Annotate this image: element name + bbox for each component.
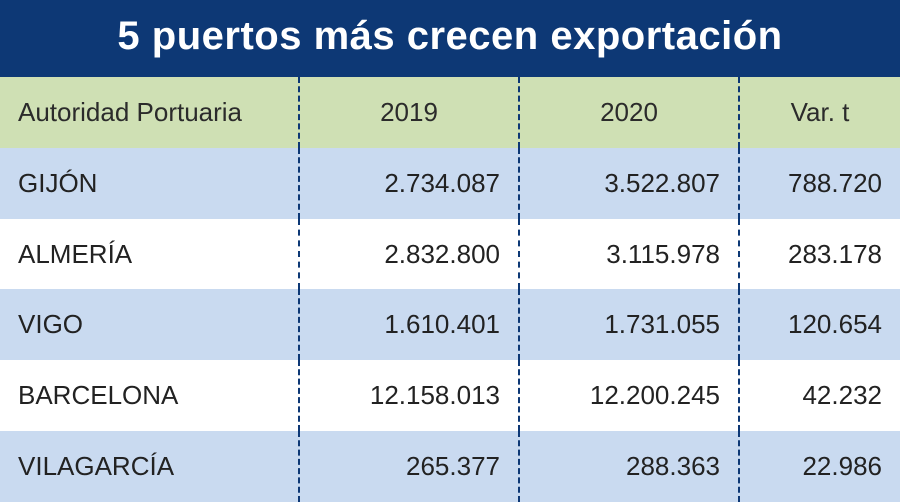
cell-2020: 288.363: [520, 431, 740, 502]
col-header-port: Autoridad Portuaria: [0, 77, 300, 148]
table-row: VIGO 1.610.401 1.731.055 120.654: [0, 289, 900, 360]
cell-2019: 2.832.800: [300, 219, 520, 290]
cell-2020: 1.731.055: [520, 289, 740, 360]
cell-port: GIJÓN: [0, 148, 300, 219]
table-row: BARCELONA 12.158.013 12.200.245 42.232: [0, 360, 900, 431]
cell-2020: 12.200.245: [520, 360, 740, 431]
col-header-2019: 2019: [300, 77, 520, 148]
cell-var: 120.654: [740, 289, 900, 360]
col-header-2020: 2020: [520, 77, 740, 148]
table-row: GIJÓN 2.734.087 3.522.807 788.720: [0, 148, 900, 219]
cell-2019: 12.158.013: [300, 360, 520, 431]
cell-var: 22.986: [740, 431, 900, 502]
cell-port: BARCELONA: [0, 360, 300, 431]
col-header-var: Var. t: [740, 77, 900, 148]
table-title: 5 puertos más crecen exportación: [0, 0, 900, 77]
cell-var: 42.232: [740, 360, 900, 431]
table-row: ALMERÍA 2.832.800 3.115.978 283.178: [0, 219, 900, 290]
table-header-row: Autoridad Portuaria 2019 2020 Var. t: [0, 77, 900, 148]
cell-var: 283.178: [740, 219, 900, 290]
cell-port: VIGO: [0, 289, 300, 360]
cell-port: ALMERÍA: [0, 219, 300, 290]
cell-2020: 3.522.807: [520, 148, 740, 219]
table-row: VILAGARCÍA 265.377 288.363 22.986: [0, 431, 900, 502]
export-ports-table: 5 puertos más crecen exportación Autorid…: [0, 0, 900, 502]
cell-port: VILAGARCÍA: [0, 431, 300, 502]
cell-2019: 265.377: [300, 431, 520, 502]
cell-2020: 3.115.978: [520, 219, 740, 290]
cell-2019: 2.734.087: [300, 148, 520, 219]
cell-var: 788.720: [740, 148, 900, 219]
cell-2019: 1.610.401: [300, 289, 520, 360]
